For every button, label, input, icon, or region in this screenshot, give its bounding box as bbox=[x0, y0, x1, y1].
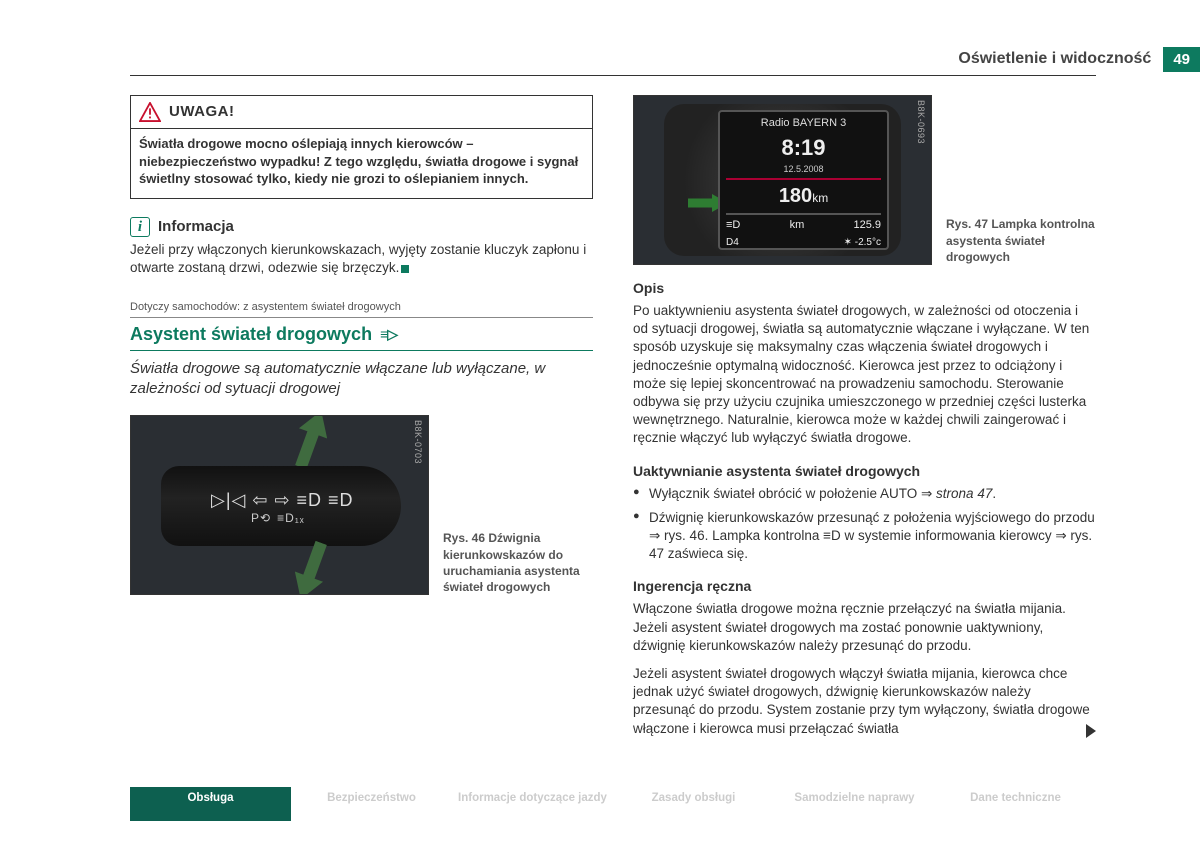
highbeam-indicator-icon: ≡D bbox=[726, 218, 740, 233]
activate-item-1: Wyłącznik świateł obrócić w położenie AU… bbox=[633, 485, 1096, 503]
figure-47: B8K-0693 ᛉ ⛽ Radio BAYERN 3 8:19 12.5.20… bbox=[633, 95, 932, 265]
figure-46-code: B8K-0703 bbox=[412, 420, 424, 464]
dash-bottom-row: D4 ✶ -2.5°c bbox=[726, 236, 881, 250]
content-columns: UWAGA! Światła drogowe mocno oślepiają i… bbox=[130, 95, 1096, 771]
header-title: Oświetlenie i widoczność bbox=[958, 50, 1151, 68]
dashboard-cluster: ᛉ ⛽ Radio BAYERN 3 8:19 12.5.2008 180km bbox=[664, 104, 901, 256]
opis-body: Po uaktywnieniu asystenta świateł drogow… bbox=[633, 302, 1096, 448]
warning-title: UWAGA! bbox=[169, 102, 235, 122]
lever-arrow-down-icon bbox=[281, 556, 341, 586]
dash-temp: ✶ -2.5°c bbox=[844, 236, 881, 250]
dash-gear: D4 bbox=[726, 236, 739, 250]
activate-item-1-pre: Wyłącznik świateł obrócić w położenie AU… bbox=[649, 486, 936, 501]
figure-47-row: B8K-0693 ᛉ ⛽ Radio BAYERN 3 8:19 12.5.20… bbox=[633, 95, 1096, 265]
lever-symbols-row1: ▷|◁ ⇦ ⇨ ≡D ≡D bbox=[211, 488, 354, 512]
info-icon: i bbox=[130, 217, 150, 237]
footer-tab-bezpieczenstwo[interactable]: Bezpieczeństwo bbox=[291, 787, 452, 821]
info-header: i Informacja bbox=[130, 217, 593, 237]
manual-p2: Jeżeli asystent świateł drogowych włączy… bbox=[633, 665, 1096, 738]
section-title: Asystent świateł drogowych ≡▷ bbox=[130, 322, 593, 350]
warning-triangle-icon bbox=[139, 102, 161, 122]
warning-header: UWAGA! bbox=[131, 96, 592, 129]
footer-tab-zasady[interactable]: Zasady obsługi bbox=[613, 787, 774, 821]
info-body: Jeżeli przy włączonych kierunkowskazach,… bbox=[130, 241, 593, 277]
activate-list: Wyłącznik świateł obrócić w położenie AU… bbox=[633, 485, 1096, 564]
figure-47-caption: Rys. 47 Lampka kontrolna asystenta świat… bbox=[946, 216, 1096, 265]
warning-box: UWAGA! Światła drogowe mocno oślepiają i… bbox=[130, 95, 593, 199]
section-subtitle: Światła drogowe są automatycznie włączan… bbox=[130, 359, 593, 400]
page-number: 49 bbox=[1163, 47, 1200, 72]
section-title-text: Asystent świateł drogowych bbox=[130, 322, 372, 346]
info-text: Jeżeli przy włączonych kierunkowskazach,… bbox=[130, 242, 586, 275]
footer-tabs: Obsługa Bezpieczeństwo Informacje dotycz… bbox=[130, 787, 1096, 821]
figure-46: B8K-0703 ▷|◁ ⇦ ⇨ ≡D ≡D P⟲ ≡D₁ₓ bbox=[130, 415, 429, 595]
figure-46-row: B8K-0703 ▷|◁ ⇦ ⇨ ≡D ≡D P⟲ ≡D₁ₓ Rys. 46 D… bbox=[130, 415, 593, 595]
activate-item-1-ref: strona 47 bbox=[936, 486, 992, 501]
lever-sym-park: P⟲ bbox=[251, 510, 271, 526]
activate-item-2: Dźwignię kierunkowskazów przesunąć z poł… bbox=[633, 509, 1096, 564]
dash-time: 8:19 bbox=[726, 133, 881, 163]
warning-body: Światła drogowe mocno oślepiają innych k… bbox=[131, 129, 592, 198]
footer-tab-naprawy[interactable]: Samodzielne naprawy bbox=[774, 787, 935, 821]
dash-km-label: km bbox=[790, 218, 805, 233]
activate-item-1-post: . bbox=[992, 486, 996, 501]
footer-tab-obsluga[interactable]: Obsługa bbox=[130, 787, 291, 821]
section-end-icon bbox=[401, 265, 409, 273]
lever-arrow-up-icon bbox=[281, 424, 341, 454]
dash-screen: Radio BAYERN 3 8:19 12.5.2008 180km ≡D k… bbox=[718, 110, 889, 250]
left-column: UWAGA! Światła drogowe mocno oślepiają i… bbox=[130, 95, 593, 771]
dash-range-unit: km bbox=[812, 191, 828, 205]
footer-tab-informacje[interactable]: Informacje dotyczące jazdy bbox=[452, 787, 613, 821]
right-column: B8K-0693 ᛉ ⛽ Radio BAYERN 3 8:19 12.5.20… bbox=[633, 95, 1096, 771]
dash-range: 180km bbox=[726, 183, 881, 210]
dash-trip-row: ≡D km 125.9 bbox=[726, 218, 881, 233]
dash-trip-km: 125.9 bbox=[853, 218, 881, 233]
lever-symbols-row2: P⟲ ≡D₁ₓ bbox=[251, 510, 305, 526]
dash-range-val: 180 bbox=[779, 185, 812, 207]
dash-divider-2 bbox=[726, 213, 881, 215]
lever-sym-1x: ≡D₁ₓ bbox=[277, 510, 305, 526]
figure-47-code: B8K-0693 bbox=[915, 100, 927, 144]
applies-to: Dotyczy samochodów: z asystentem świateł… bbox=[130, 300, 593, 319]
manual-heading: Ingerencja ręczna bbox=[633, 577, 1096, 596]
page-header: Oświetlenie i widoczność 49 bbox=[130, 45, 1200, 73]
dash-radio: Radio BAYERN 3 bbox=[726, 116, 881, 131]
dash-date: 12.5.2008 bbox=[726, 163, 881, 175]
manual-p1: Włączone światła drogowe można ręcznie p… bbox=[633, 600, 1096, 655]
info-title: Informacja bbox=[158, 217, 234, 237]
activate-heading: Uaktywnianie asystenta świateł drogowych bbox=[633, 462, 1096, 481]
figure-46-caption: Rys. 46 Dźwignia kierunkowskazów do uruc… bbox=[443, 530, 593, 595]
manual-p2-text: Jeżeli asystent świateł drogowych włączy… bbox=[633, 666, 1090, 736]
continue-arrow-icon bbox=[1086, 724, 1096, 738]
footer-tab-dane[interactable]: Dane techniczne bbox=[935, 787, 1096, 821]
dash-divider bbox=[726, 178, 881, 180]
highbeam-assist-icon: ≡▷ bbox=[380, 325, 397, 344]
lever-symbols: ▷|◁ ⇦ ⇨ ≡D ≡D P⟲ ≡D₁ₓ bbox=[211, 488, 354, 512]
header-rule bbox=[130, 75, 1096, 76]
opis-heading: Opis bbox=[633, 279, 1096, 298]
